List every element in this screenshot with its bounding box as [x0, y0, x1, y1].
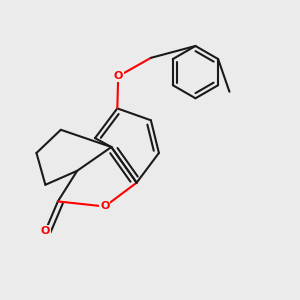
Text: O: O — [113, 71, 123, 81]
Text: O: O — [100, 202, 110, 212]
Text: O: O — [41, 226, 50, 236]
